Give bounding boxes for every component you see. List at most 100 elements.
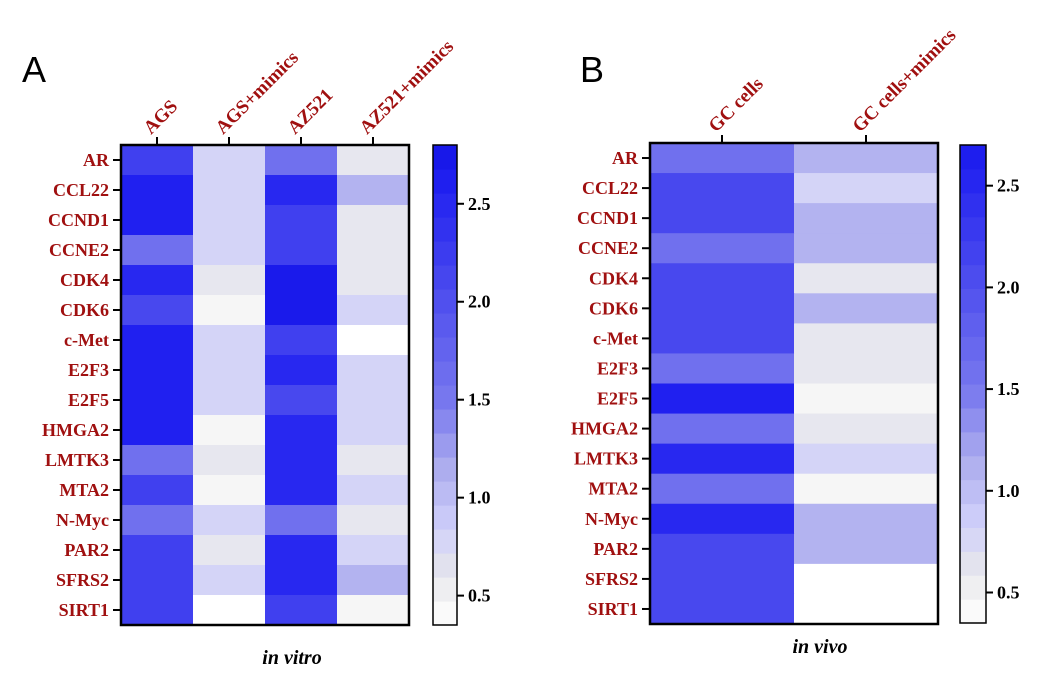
heatmap-cell-cdk6-ags xyxy=(121,295,194,326)
heatmap-cell-ccne2-az521-mimics xyxy=(337,235,410,266)
heatmap-cell-n-myc-ags-mimics xyxy=(193,505,266,536)
row-label-cdk6: CDK6 xyxy=(60,300,109,320)
heatmap-cell-cdk6-ags-mimics xyxy=(193,295,266,326)
heatmap-cell-mta2-az521-mimics xyxy=(337,475,410,506)
colorbar-band xyxy=(960,551,986,576)
colorbar-tick-label: 2.5 xyxy=(997,176,1020,196)
row-label-sirt1: SIRT1 xyxy=(588,599,638,619)
row-label-c-met: c-Met xyxy=(64,330,109,350)
panel-a-heatmap: A AR CCL22 CCND1 CCNE2 CDK4 CDK6 c-Met E2F3 E2F5… xyxy=(22,36,491,669)
row-label-par2: PAR2 xyxy=(64,540,109,560)
heatmap-cell-lmtk3-ags xyxy=(121,445,194,476)
colorbar-tick-label: 2.5 xyxy=(468,194,491,214)
heatmap-cell-ccnd1-ags-mimics xyxy=(193,205,266,236)
heatmap-cell-sfrs2-gc-cells-mimics xyxy=(794,563,939,595)
colorbar-band xyxy=(960,599,986,624)
heatmap-cell-e2f3-gc-cells xyxy=(650,353,795,385)
heatmap-cell-ccl22-ags xyxy=(121,175,194,206)
heatmap-cell-e2f3-ags-mimics xyxy=(193,355,266,386)
panel-b-heatmap: B AR CCL22 CCND1 CCNE2 CDK4 CDK6 c-Met E2F3 E2F5… xyxy=(571,25,1020,658)
heatmap-cell-cdk6-gc-cells xyxy=(650,293,795,324)
heatmap-cell-cdk4-gc-cells xyxy=(650,263,795,294)
panel-b-cells xyxy=(650,143,939,625)
row-label-ar: AR xyxy=(612,148,639,168)
panel-a-letter: A xyxy=(22,49,46,90)
heatmap-cell-sirt1-ags-mimics xyxy=(193,595,266,626)
colorbar-band xyxy=(960,240,986,266)
heatmap-cell-cdk4-az521 xyxy=(265,265,338,296)
heatmap-cell-e2f5-gc-cells xyxy=(650,383,795,415)
row-label-ccne2: CCNE2 xyxy=(578,238,638,258)
colorbar-band xyxy=(960,455,986,481)
colorbar-band xyxy=(960,431,986,457)
row-label-par2: PAR2 xyxy=(593,539,638,559)
column-label-ags: AGS xyxy=(140,96,182,138)
heatmap-cell-lmtk3-gc-cells-mimics xyxy=(794,443,939,475)
heatmap-cell-par2-ags-mimics xyxy=(193,535,266,566)
heatmap-cell-e2f3-az521-mimics xyxy=(337,355,410,386)
heatmap-cell-ccnd1-gc-cells-mimics xyxy=(794,203,939,234)
heatmap-cell-sfrs2-az521 xyxy=(265,565,338,596)
heatmap-cell-c-met-ags-mimics xyxy=(193,325,266,356)
colorbar-band xyxy=(960,216,986,242)
heatmap-cell-e2f3-gc-cells-mimics xyxy=(794,353,939,385)
heatmap-cell-cdk6-gc-cells-mimics xyxy=(794,293,939,324)
heatmap-cell-n-myc-az521-mimics xyxy=(337,505,410,536)
row-label-ccnd1: CCND1 xyxy=(577,208,638,228)
colorbar-band xyxy=(433,433,457,458)
heatmap-cell-e2f3-ags xyxy=(121,355,194,386)
colorbar-band xyxy=(433,169,457,194)
panel-b-colorbar: 0.5 1.0 1.5 2.0 2.5 xyxy=(959,144,1020,624)
heatmap-cell-par2-az521-mimics xyxy=(337,535,410,566)
panel-b-column-labels: GC cells GC cells+mimics xyxy=(705,25,960,143)
heatmap-cell-mta2-ags xyxy=(121,475,194,506)
heatmap-cell-par2-ags xyxy=(121,535,194,566)
panel-a-footer-label: in vitro xyxy=(262,647,321,669)
heatmap-cell-ccl22-gc-cells-mimics xyxy=(794,173,939,204)
colorbar-tick-label: 1.5 xyxy=(468,390,491,410)
heatmap-cell-c-met-gc-cells xyxy=(650,323,795,355)
heatmap-cell-mta2-gc-cells xyxy=(650,473,795,505)
column-label-gc-cells: GC cells xyxy=(705,74,768,137)
heatmap-cell-cdk6-az521 xyxy=(265,295,338,326)
colorbar-band xyxy=(960,575,986,600)
panel-b-frame xyxy=(648,141,940,626)
heatmap-cell-c-met-az521-mimics xyxy=(337,325,410,356)
heatmap-cell-ccne2-ags xyxy=(121,235,194,266)
colorbar-tick-label: 2.0 xyxy=(468,292,491,312)
colorbar-band xyxy=(433,337,457,362)
heatmap-cell-e2f5-az521 xyxy=(265,385,338,416)
panel-a-frame xyxy=(119,143,411,627)
heatmap-cell-ccl22-az521-mimics xyxy=(337,175,410,206)
colorbar-band xyxy=(960,264,986,289)
row-label-e2f3: E2F3 xyxy=(597,358,638,378)
row-label-c-met: c-Met xyxy=(593,328,638,348)
row-label-lmtk3: LMTK3 xyxy=(574,449,638,469)
heatmap-cell-lmtk3-az521-mimics xyxy=(337,445,410,476)
colorbar-tick-label: 0.5 xyxy=(997,582,1020,602)
colorbar-band xyxy=(960,407,986,433)
heatmap-cell-par2-az521 xyxy=(265,535,338,566)
colorbar-band xyxy=(433,481,457,506)
colorbar-band xyxy=(433,505,457,530)
heatmap-cell-sirt1-az521 xyxy=(265,595,338,626)
heatmap-cell-sfrs2-ags xyxy=(121,565,194,596)
heatmap-cell-e2f5-gc-cells-mimics xyxy=(794,383,939,415)
row-label-n-myc: N-Myc xyxy=(585,509,638,529)
heatmap-cell-mta2-az521 xyxy=(265,475,338,506)
heatmap-cell-ccnd1-gc-cells xyxy=(650,203,795,234)
heatmap-cell-hmga2-az521 xyxy=(265,415,338,446)
row-label-sfrs2: SFRS2 xyxy=(585,569,638,589)
heatmap-cell-hmga2-gc-cells-mimics xyxy=(794,413,939,445)
colorbar-tick-label: 1.0 xyxy=(997,481,1020,501)
heatmap-cell-ar-gc-cells xyxy=(650,143,795,174)
heatmap-cell-lmtk3-ags-mimics xyxy=(193,445,266,476)
heatmap-cell-mta2-ags-mimics xyxy=(193,475,266,506)
heatmap-cell-hmga2-az521-mimics xyxy=(337,415,410,446)
row-label-ccne2: CCNE2 xyxy=(49,240,109,260)
heatmap-cell-ccne2-gc-cells-mimics xyxy=(794,233,939,264)
heatmap-cell-ccl22-gc-cells xyxy=(650,173,795,204)
colorbar-band xyxy=(960,192,986,218)
heatmap-cell-par2-gc-cells xyxy=(650,533,795,565)
